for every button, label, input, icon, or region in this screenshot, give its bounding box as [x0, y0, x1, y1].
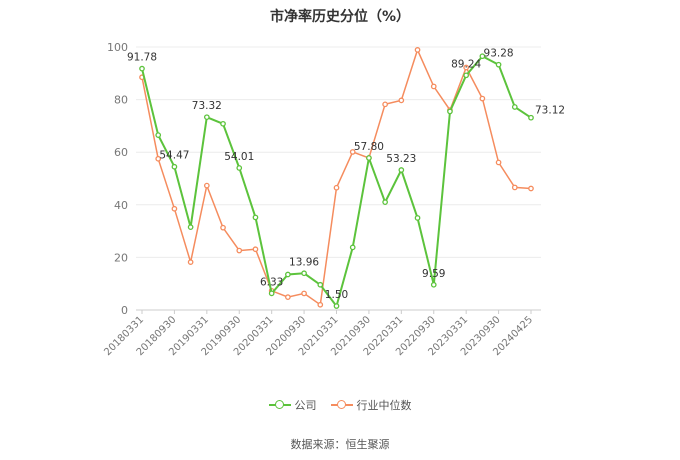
series-line-0: [141, 54, 532, 309]
data-point: [236, 247, 243, 254]
data-point: [382, 101, 388, 108]
data-point: [203, 114, 210, 121]
grid-layer: [136, 46, 541, 311]
data-point: [139, 65, 145, 72]
data-point: [301, 270, 307, 277]
data-point: [479, 95, 486, 102]
data-label-layer: 91.78 54.47 73.32 54.01 6.33 13.96 1.50 57.8053…: [127, 48, 565, 301]
data-label: 57.80: [354, 141, 384, 153]
y-tick-label: 20: [114, 251, 128, 264]
data-point: [366, 155, 372, 161]
data-point: [317, 281, 324, 288]
data-point: [268, 290, 275, 297]
data-label: 6.33: [260, 276, 283, 288]
data-label: 73.12: [535, 105, 565, 117]
data-point: [495, 61, 502, 68]
data-point: [203, 182, 210, 189]
data-point: [301, 290, 307, 297]
legend-label-company: 公司: [294, 399, 317, 412]
source-note: 数据来源：恒生聚源: [290, 438, 390, 451]
data-point: [463, 72, 470, 79]
data-point: [187, 259, 194, 265]
data-point: [463, 64, 470, 71]
data-point: [317, 301, 324, 308]
data-point: [333, 184, 340, 191]
data-point: [414, 215, 421, 221]
data-point: [285, 294, 291, 300]
data-point: [220, 224, 226, 231]
y-tick-label: 60: [114, 146, 128, 159]
series-layer: [139, 47, 534, 309]
data-point: [398, 97, 405, 104]
data-label: 54.01: [224, 151, 254, 163]
data-point: [252, 214, 259, 221]
data-label: 54.47: [159, 150, 189, 162]
data-point: [414, 47, 421, 53]
data-point: [349, 244, 356, 251]
data-point: [236, 165, 243, 171]
data-point: [495, 159, 502, 166]
data-point: [333, 303, 340, 309]
data-point: [155, 155, 162, 162]
data-point: [285, 271, 291, 278]
y-tick-label: 100: [107, 41, 128, 54]
data-point: [187, 224, 194, 231]
data-label: 73.32: [192, 100, 222, 112]
axis-layer: 0204060801002018033120180930201903312019…: [102, 41, 535, 358]
series-line-1: [141, 47, 532, 307]
data-label: 9.59: [422, 268, 445, 280]
data-point: [252, 246, 259, 253]
data-label: 93.28: [484, 48, 514, 60]
y-tick-label: 80: [114, 94, 128, 107]
data-label: 1.50: [325, 289, 348, 301]
data-point: [220, 120, 226, 127]
data-point: [349, 149, 356, 155]
legend-swatch-company: [268, 400, 291, 410]
data-label: 53.23: [386, 153, 416, 165]
data-point: [447, 108, 453, 115]
y-tick-label: 40: [114, 199, 128, 212]
data-point: [511, 104, 518, 110]
legend: 公司 行业中位数: [0, 397, 680, 413]
legend-label-industry-median: 行业中位数: [356, 399, 412, 412]
chart-title: 市净率历史分位（%）: [269, 9, 411, 25]
data-point: [382, 199, 388, 206]
legend-swatch-industry-median: [330, 400, 353, 410]
y-tick-label: 0: [121, 304, 128, 317]
data-point: [528, 185, 534, 192]
data-point: [171, 205, 178, 212]
data-label: 89.24: [451, 58, 481, 70]
data-point: [479, 53, 486, 60]
data-point: [511, 184, 518, 191]
legend-item-industry-median[interactable]: 行业中位数: [330, 397, 412, 413]
data-point: [430, 83, 437, 90]
data-point: [398, 167, 405, 173]
data-point: [171, 163, 178, 170]
data-point: [528, 114, 534, 121]
data-point: [155, 132, 162, 138]
data-point: [430, 281, 437, 288]
data-label: 91.78: [127, 52, 157, 64]
data-label: 13.96: [289, 256, 319, 268]
legend-item-company[interactable]: 公司: [268, 397, 317, 413]
